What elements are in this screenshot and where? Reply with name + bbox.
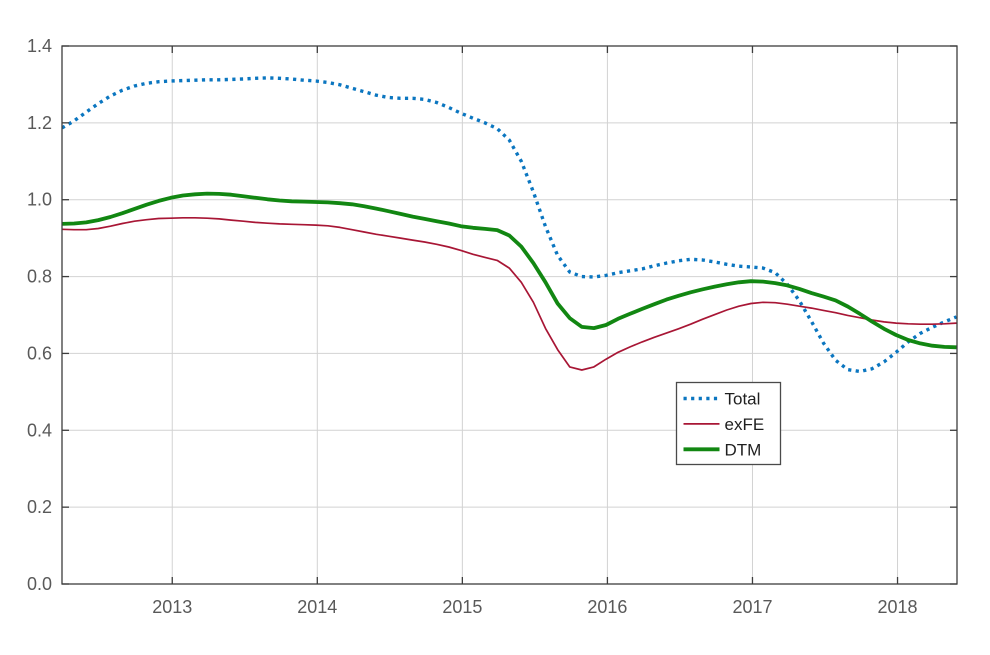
legend: Total exFE DTM <box>675 381 782 466</box>
y-tick-label: 0.4 <box>27 420 52 440</box>
x-tick-label: 2014 <box>297 597 337 617</box>
y-tick-label: 0.6 <box>27 343 52 363</box>
grid <box>62 46 957 584</box>
axis-box <box>61 45 958 585</box>
axes <box>61 45 958 585</box>
x-tick-label: 2018 <box>878 597 918 617</box>
y-tick-label: 0.8 <box>27 267 52 287</box>
series-group <box>62 76 957 374</box>
y-tick-label: 0.0 <box>27 574 52 594</box>
x-tick-label: 2013 <box>152 597 192 617</box>
legend-label-total: Total <box>725 390 761 409</box>
x-tick-label: 2017 <box>732 597 772 617</box>
tick-labels: 2013 2014 2015 2016 2017 2018 0.0 0.2 0.4 0.6 0.8 1… <box>27 36 918 617</box>
series-line-exfe <box>62 216 957 371</box>
x-tick-label: 2016 <box>587 597 627 617</box>
x-tick-label: 2015 <box>442 597 482 617</box>
y-tick-label: 1.2 <box>27 113 52 133</box>
y-tick-label: 1.4 <box>27 36 52 56</box>
legend-label-dtm: DTM <box>725 440 762 459</box>
y-tick-label: 0.2 <box>27 497 52 517</box>
y-tick-label: 1.0 <box>27 190 52 210</box>
legend-label-exfe: exFE <box>725 415 765 434</box>
series-line-total <box>62 76 957 374</box>
series-line-dtm <box>62 191 957 350</box>
